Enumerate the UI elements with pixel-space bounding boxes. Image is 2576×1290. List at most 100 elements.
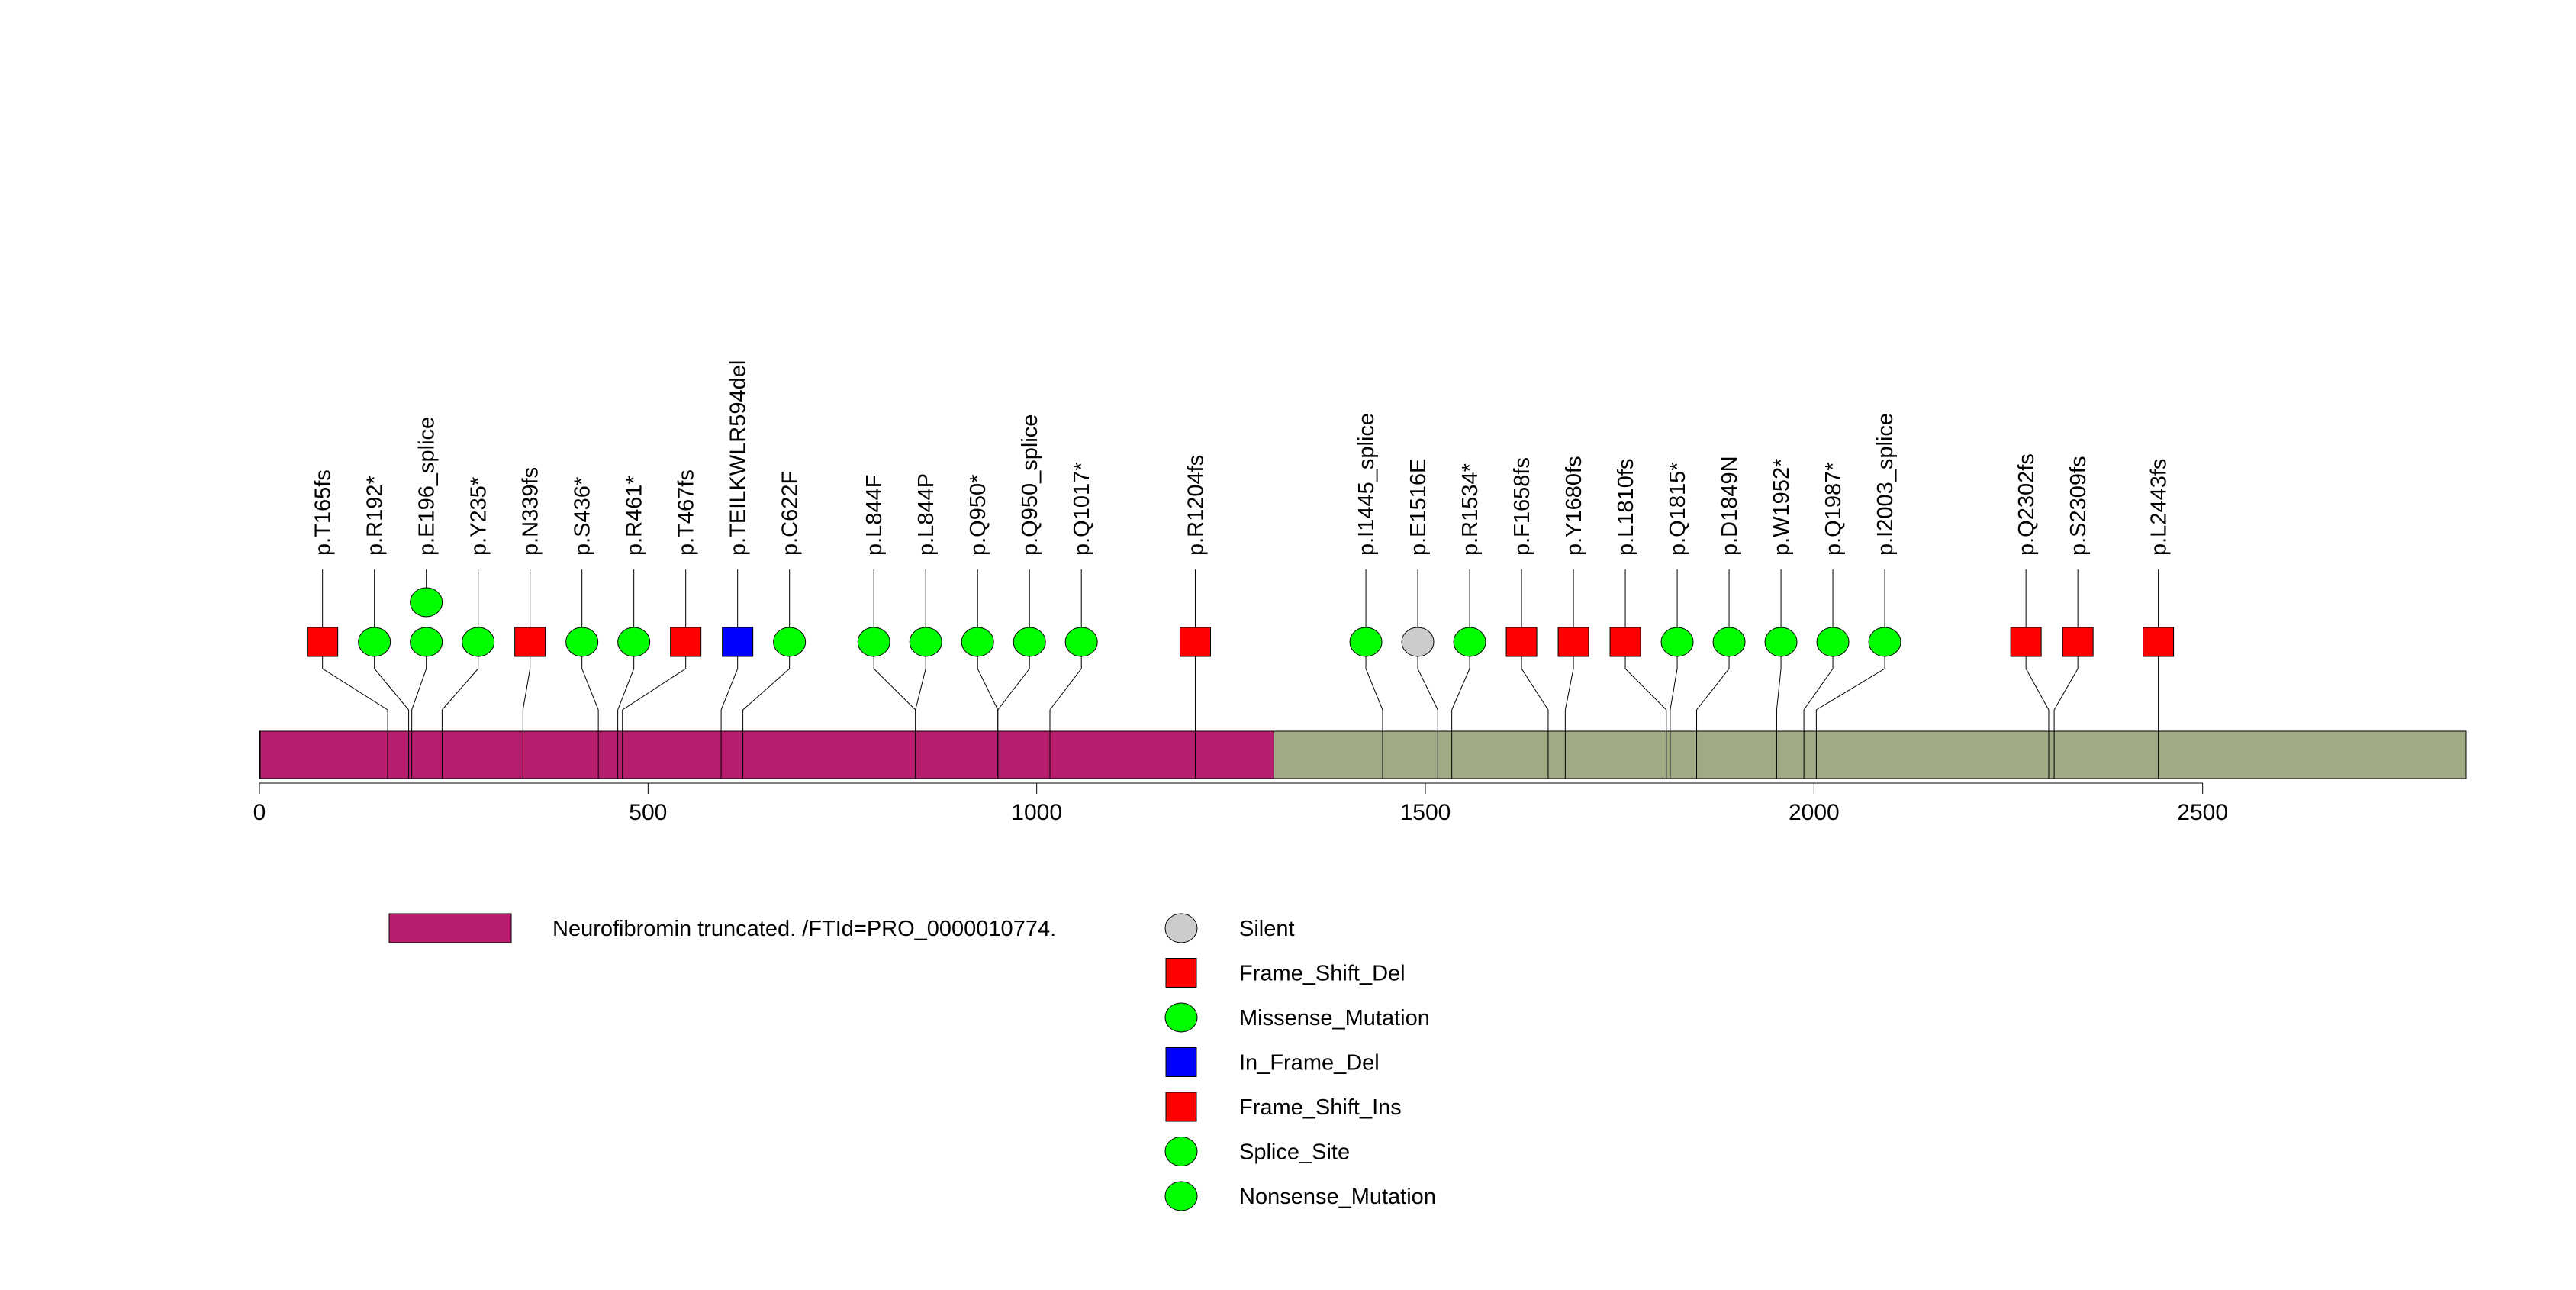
position-connector — [1776, 656, 1782, 731]
mutation-marker — [1453, 627, 1486, 657]
legend-label-splice-site: Splice_Site — [1239, 1140, 1350, 1165]
mutation-marker — [2062, 627, 2094, 657]
mutation-p-r1204fs — [1179, 627, 1211, 657]
mutation-p-i1445-splice — [1349, 627, 1383, 657]
mutation-marker — [670, 627, 702, 657]
x-tick-label: 1000 — [1011, 800, 1062, 825]
mutation-markers — [307, 587, 2175, 657]
position-connector — [411, 656, 427, 731]
legend-swatch-frame-shift-ins — [1165, 1092, 1197, 1122]
x-tick-label: 500 — [629, 800, 667, 825]
mutation-marker — [1816, 627, 1850, 657]
mutation-p-c622f — [773, 627, 807, 657]
mutation-p-l844p — [909, 627, 942, 657]
mutation-p-s2309fs — [2062, 627, 2094, 657]
position-connector — [1417, 656, 1438, 731]
position-connector — [915, 656, 926, 731]
position-connector — [522, 656, 531, 731]
mutation-marker — [1557, 627, 1589, 657]
legend-swatch-missense-mutation — [1164, 1002, 1198, 1033]
mutation-labels: p.T165fs p.R192* p.E196_splice p.Y235* p.N33… — [311, 360, 2172, 556]
mutation-marker — [514, 627, 546, 657]
mutation-marker — [1505, 627, 1538, 657]
legend-swatch-silent — [1164, 913, 1198, 943]
legend: Neurofibromin truncated. /FTId=PRO_00000… — [388, 913, 1436, 1211]
mutation-label: p.R1534* — [1458, 463, 1483, 556]
mutation-p-q1987 — [1816, 627, 1850, 657]
position-connector — [322, 656, 388, 731]
mutation-label: p.Y1680fs — [1562, 456, 1586, 556]
mutation-marker — [961, 627, 994, 657]
mutation-label: p.T165fs — [311, 469, 336, 556]
position-connector — [977, 656, 999, 731]
mutation-label: p.R1204fs — [1183, 455, 1208, 556]
position-connector — [1521, 656, 1549, 731]
mutation-label: p.S2309fs — [2066, 456, 2091, 556]
position-connector — [1451, 656, 1470, 731]
position-connector — [2053, 656, 2079, 731]
mutation-marker — [2143, 627, 2175, 657]
mutation-label: p.Q1987* — [1821, 462, 1846, 556]
position-connector — [1564, 656, 1574, 731]
mutation-marker — [1868, 627, 1901, 657]
mutation-label: p.L844F — [862, 475, 887, 556]
mutation-p-w1952 — [1764, 627, 1798, 657]
position-connector — [617, 656, 635, 731]
mutation-marker — [410, 627, 443, 657]
mutation-marker — [909, 627, 942, 657]
mutation-p-q2302fs — [2010, 627, 2042, 657]
position-connector — [622, 656, 687, 731]
mutation-label: p.W1952* — [1769, 459, 1794, 556]
mutation-p-d1849n — [1712, 627, 1746, 657]
mutation-marker — [2010, 627, 2042, 657]
mutation-label: p.Y235* — [467, 477, 491, 556]
mutation-p-l1810fs — [1609, 627, 1641, 657]
mutation-marker — [1013, 627, 1046, 657]
mutation-p-e196-splice — [410, 587, 443, 657]
mutation-marker — [1349, 627, 1383, 657]
mutation-p-q950-splice — [1013, 627, 1046, 657]
mutation-p-y235 — [462, 627, 495, 657]
mutation-label: p.E1516E — [1406, 459, 1431, 556]
mutation-marker — [565, 627, 599, 657]
position-connector — [441, 656, 479, 731]
position-connector — [1815, 656, 1885, 731]
legend-label-in-frame-del: In_Frame_Del — [1239, 1051, 1380, 1076]
position-connector — [997, 656, 1030, 731]
mutation-marker — [410, 587, 443, 618]
mutation-p-teilkwlr594del — [722, 627, 754, 657]
mutation-p-e1516e — [1401, 627, 1435, 657]
mutation-p-l2443fs — [2143, 627, 2175, 657]
legend-domain-swatch — [388, 913, 512, 943]
mutation-p-y1680fs — [1557, 627, 1589, 657]
mutation-p-r1534 — [1453, 627, 1486, 657]
mutation-label: p.T467fs — [675, 469, 699, 556]
mutation-label: p.Q1815* — [1666, 462, 1690, 556]
position-connector — [2025, 656, 2050, 731]
legend-label-missense-mutation: Missense_Mutation — [1239, 1006, 1430, 1030]
mutation-marker — [1064, 627, 1098, 657]
legend-label-frame-shift-ins: Frame_Shift_Ins — [1239, 1095, 1402, 1120]
mutation-label: p.L844P — [914, 473, 939, 556]
position-connector — [873, 656, 916, 731]
mutation-marker — [1712, 627, 1746, 657]
mutation-label: p.F1658fs — [1510, 457, 1534, 556]
domain-neurofibromin-truncated-ftid-pro-0000010774 — [259, 730, 1274, 779]
position-connector — [1049, 656, 1082, 731]
x-tick-label: 1500 — [1400, 800, 1451, 825]
mutation-p-t165fs — [307, 627, 339, 657]
mutation-marker — [773, 627, 807, 657]
mutation-label: p.I2003_splice — [1873, 413, 1898, 556]
mutation-marker — [307, 627, 339, 657]
mutation-marker — [1609, 627, 1641, 657]
mutation-label: p.L2443fs — [2147, 459, 2172, 556]
mutation-p-l844f — [857, 627, 890, 657]
mutation-p-r461 — [617, 627, 651, 657]
x-tick-label: 0 — [253, 800, 266, 825]
mutation-label: p.E196_splice — [415, 417, 440, 556]
position-connector — [374, 656, 410, 731]
legend-label-frame-shift-del: Frame_Shift_Del — [1239, 962, 1406, 986]
mutation-p-q1017 — [1064, 627, 1098, 657]
protein-backbone — [259, 730, 2467, 779]
mutation-marker — [1660, 627, 1694, 657]
